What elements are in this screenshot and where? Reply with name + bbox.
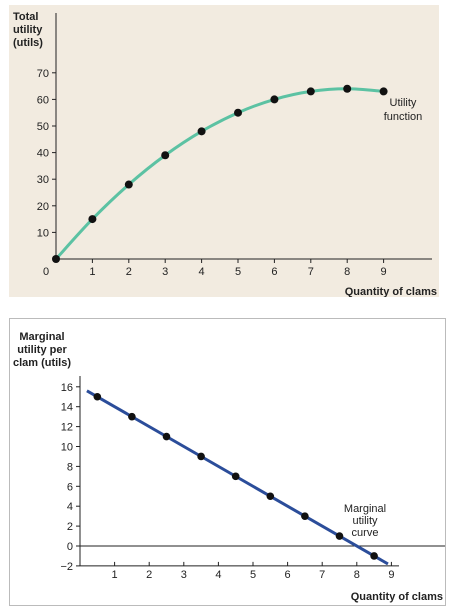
y-axis-label: clam (utils) (13, 357, 71, 369)
data-point (306, 87, 315, 96)
x-axis-label: Quantity of clams (351, 591, 443, 603)
data-point (234, 108, 242, 117)
curve-annotation: curve (352, 527, 379, 539)
utility-function-line (54, 87, 384, 261)
y-tick-label: 10 (37, 227, 49, 239)
data-point (335, 532, 344, 540)
data-point (52, 255, 60, 263)
data-point (231, 472, 240, 481)
y-tick-label: 20 (37, 201, 49, 213)
data-point (88, 215, 97, 224)
x-tick-label: 5 (235, 266, 241, 278)
y-tick-label: 0 (67, 541, 73, 553)
x-tick-label: 3 (162, 266, 168, 278)
data-point (343, 84, 352, 93)
chart-background (9, 318, 446, 606)
y-tick-label: 8 (67, 461, 73, 473)
x-tick-label: 4 (199, 266, 205, 278)
y-axis-label: Marginal (19, 331, 64, 343)
y-tick-label: 60 (37, 94, 49, 106)
y-tick-label: 14 (61, 402, 73, 414)
data-point (93, 392, 102, 401)
curve-annotation: function (384, 111, 423, 123)
data-point (370, 552, 378, 560)
y-tick-label: 40 (37, 148, 49, 160)
y-tick-label: 2 (67, 521, 73, 533)
data-point (301, 512, 309, 520)
x-tick-label: 8 (344, 266, 350, 278)
x-axis-label: Quantity of clams (345, 286, 437, 297)
data-point (379, 87, 388, 96)
y-axis-label: (utils) (13, 37, 43, 49)
y-tick-label: 70 (37, 68, 49, 80)
data-point (197, 127, 206, 136)
y-tick-label: 30 (37, 174, 49, 186)
y-axis-label: utility (13, 24, 43, 36)
data-point (266, 492, 275, 501)
data-point (161, 151, 170, 160)
data-point (270, 95, 279, 104)
total-utility-chart: 10 20 30 40 50 60 70 0 1 2 3 4 5 6 7 8 9 Totalutility(uti… (9, 5, 439, 297)
data-point (162, 432, 171, 441)
curve-annotation: Marginal (344, 503, 386, 515)
curve-annotation: Utility (390, 97, 417, 109)
y-tick-label: 6 (67, 481, 73, 493)
x-tick-label: 6 (271, 266, 277, 278)
x-tick-label: 7 (319, 569, 325, 581)
x-tick-label: 2 (126, 266, 132, 278)
y-tick-label: 16 (61, 382, 73, 394)
x-tick-label: 1 (89, 266, 95, 278)
y-tick-label: 10 (61, 442, 73, 454)
y-tick-label: 50 (37, 121, 49, 133)
x-tick-label: 5 (250, 569, 256, 581)
x-tick-label: 9 (388, 569, 394, 581)
chart-border (9, 318, 446, 606)
x-tick-label: 9 (381, 266, 387, 278)
x-tick-label: 4 (215, 569, 221, 581)
x-tick-label: 6 (285, 569, 291, 581)
y-tick-label: 12 (61, 422, 73, 434)
y-axis-label: utility per (17, 344, 67, 356)
y-tick-label: −2 (60, 561, 73, 573)
data-point (128, 412, 136, 421)
data-point (197, 452, 205, 461)
x-tick-label: 0 (43, 266, 49, 278)
x-tick-label: 8 (354, 569, 360, 581)
chart-background (9, 5, 439, 297)
y-tick-label: 4 (67, 501, 73, 513)
x-tick-label: 3 (181, 569, 187, 581)
x-tick-label: 7 (308, 266, 314, 278)
y-axis-label: Total (13, 11, 38, 23)
x-tick-label: 1 (112, 569, 118, 581)
x-tick-label: 2 (146, 569, 152, 581)
curve-annotation: utility (352, 515, 378, 527)
data-point (124, 180, 133, 189)
